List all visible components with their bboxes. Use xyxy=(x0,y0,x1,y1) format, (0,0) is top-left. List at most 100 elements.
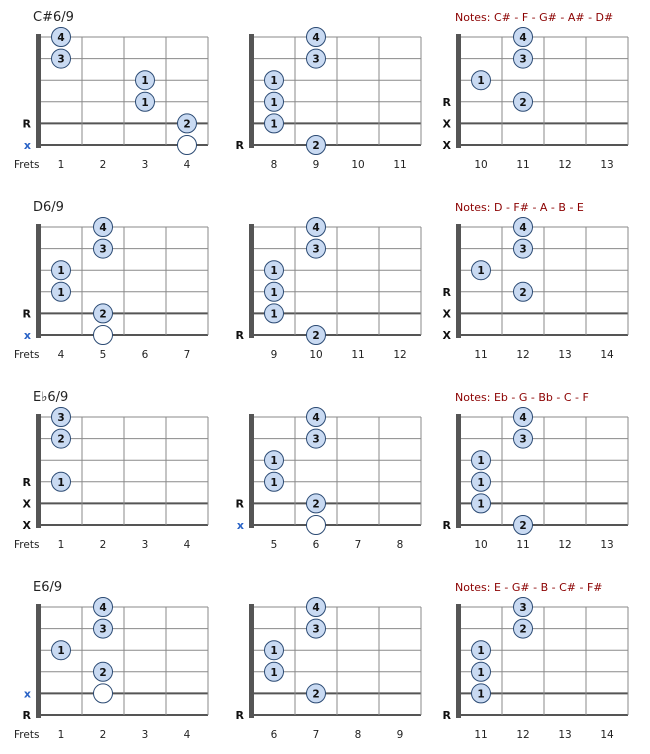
chord-title: C#6/9 xyxy=(33,10,74,25)
finger-dot xyxy=(306,238,326,259)
fret-number: 11 xyxy=(474,729,487,741)
finger-number: 1 xyxy=(141,75,148,87)
finger-dot xyxy=(513,27,533,47)
finger-dot xyxy=(513,48,533,69)
finger-number: 3 xyxy=(57,54,64,66)
finger-dot xyxy=(306,683,326,704)
finger-number: 2 xyxy=(519,97,526,109)
finger-dot xyxy=(264,661,284,682)
finger-number: 1 xyxy=(270,645,277,657)
chord-title: E6/9 xyxy=(33,580,62,595)
finger-number: 1 xyxy=(270,118,277,130)
finger-number: 1 xyxy=(477,498,484,510)
finger-dot xyxy=(471,260,491,281)
finger-dot xyxy=(51,281,71,302)
fret-number: 14 xyxy=(600,729,614,741)
finger-number: 3 xyxy=(312,244,319,256)
muted-string-marker: x xyxy=(24,329,31,342)
finger-number: 2 xyxy=(99,308,106,320)
chord-title: D6/9 xyxy=(33,200,64,215)
fret-number: 9 xyxy=(397,729,404,741)
root-marker: R xyxy=(443,286,452,299)
finger-number: 1 xyxy=(477,645,484,657)
root-marker: R xyxy=(23,307,32,320)
fret-number: 12 xyxy=(558,539,571,551)
root-marker: R xyxy=(236,329,245,342)
finger-number: 2 xyxy=(57,434,64,446)
finger-dot xyxy=(306,27,326,47)
finger-number: 4 xyxy=(312,32,319,44)
fret-number: 2 xyxy=(100,729,107,741)
finger-number: 1 xyxy=(270,455,277,467)
fret-number: 4 xyxy=(184,729,191,741)
chord-notes: Notes: C# - F - G# - A# - D# xyxy=(455,11,613,24)
finger-dot xyxy=(306,597,326,617)
left-edge-bar xyxy=(456,414,461,528)
finger-dot xyxy=(51,640,71,661)
muted-string-marker: X xyxy=(443,139,452,152)
fret-number: 6 xyxy=(271,729,278,741)
finger-number: 2 xyxy=(312,498,319,510)
finger-dot xyxy=(513,618,533,639)
finger-dot xyxy=(471,683,491,704)
root-marker: R xyxy=(443,96,452,109)
finger-number: 3 xyxy=(312,434,319,446)
fret-number: 11 xyxy=(516,159,529,171)
finger-dot xyxy=(51,428,71,449)
finger-dot xyxy=(513,407,533,427)
fret-number: 13 xyxy=(600,539,613,551)
finger-dot xyxy=(471,471,491,492)
finger-number: 4 xyxy=(312,412,319,424)
finger-number: 4 xyxy=(519,412,526,424)
finger-number: 1 xyxy=(477,265,484,277)
muted-string-marker: X xyxy=(443,117,452,130)
fret-number: 7 xyxy=(313,729,320,741)
root-marker: R xyxy=(23,709,32,722)
root-marker: R xyxy=(236,139,245,152)
finger-dot xyxy=(471,70,491,91)
finger-dot xyxy=(264,450,284,471)
finger-dot xyxy=(513,515,533,535)
finger-number: 1 xyxy=(270,97,277,109)
root-marker: R xyxy=(236,497,245,510)
finger-number: 2 xyxy=(183,118,190,130)
muted-string-marker: X xyxy=(23,497,32,510)
finger-dot xyxy=(51,407,71,427)
nut-bar xyxy=(36,604,41,718)
left-edge-bar xyxy=(249,34,254,148)
muted-string-marker: x xyxy=(24,139,31,152)
frets-label: Frets xyxy=(14,349,39,361)
finger-number: 1 xyxy=(477,455,484,467)
fret-number: 10 xyxy=(474,539,487,551)
finger-dot xyxy=(264,91,284,112)
finger-dot xyxy=(93,661,113,682)
finger-number: 3 xyxy=(99,624,106,636)
left-edge-bar xyxy=(249,224,254,338)
finger-number: 3 xyxy=(99,244,106,256)
root-marker: R xyxy=(23,117,32,130)
finger-dot xyxy=(306,407,326,427)
chord-notes: Notes: E - G# - B - C# - F# xyxy=(455,581,603,594)
finger-number: 1 xyxy=(477,477,484,489)
finger-dot xyxy=(513,281,533,302)
fret-number: 11 xyxy=(474,349,487,361)
fret-number: 7 xyxy=(355,539,362,551)
finger-number: 3 xyxy=(519,54,526,66)
fret-number: 12 xyxy=(393,349,406,361)
fret-number: 8 xyxy=(355,729,362,741)
root-marker: R xyxy=(443,709,452,722)
nut-bar xyxy=(36,34,41,148)
muted-string-marker: X xyxy=(23,519,32,532)
finger-dot xyxy=(264,260,284,281)
finger-number: 1 xyxy=(57,645,64,657)
finger-number: 1 xyxy=(270,308,277,320)
finger-dot xyxy=(93,303,113,324)
fret-number: 2 xyxy=(100,159,107,171)
finger-number: 3 xyxy=(312,624,319,636)
fret-number: 12 xyxy=(516,729,529,741)
open-bass-dot xyxy=(306,515,326,535)
finger-dot xyxy=(513,217,533,237)
fret-number: 2 xyxy=(100,539,107,551)
fret-number: 4 xyxy=(184,159,191,171)
